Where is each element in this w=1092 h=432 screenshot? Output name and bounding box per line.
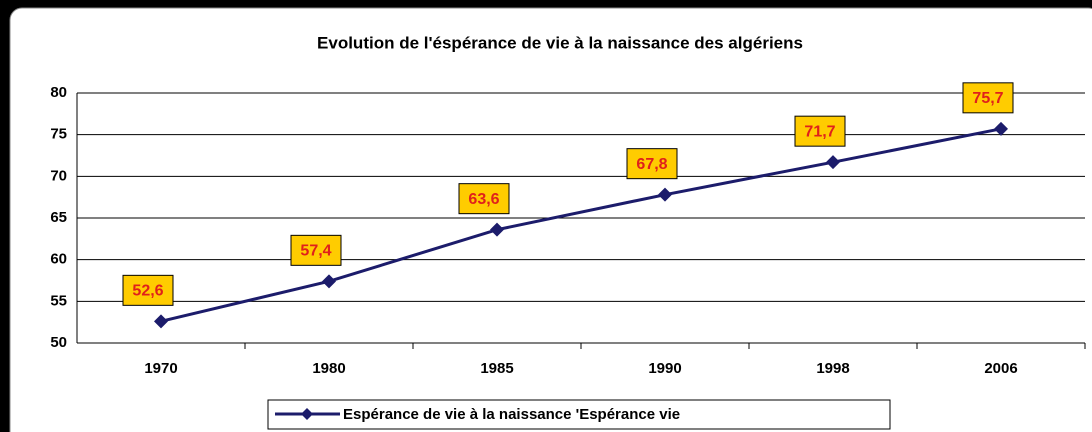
data-label-box xyxy=(122,274,174,306)
legend-box xyxy=(267,399,891,430)
chart-area xyxy=(9,7,1092,432)
x-tick-label: 1985 xyxy=(480,360,513,377)
data-label: 57,4 xyxy=(300,243,331,260)
marker xyxy=(322,274,336,289)
marker xyxy=(658,187,672,202)
marker xyxy=(154,314,168,329)
data-label-box xyxy=(290,234,342,266)
data-label: 71,7 xyxy=(804,123,835,140)
legend-marker xyxy=(301,408,313,420)
series-line xyxy=(160,127,1002,323)
data-label: 63,6 xyxy=(468,191,499,208)
data-label-box xyxy=(962,82,1014,114)
y-tick-label: 70 xyxy=(50,167,67,184)
y-tick-label: 50 xyxy=(50,334,67,351)
y-tick-label: 60 xyxy=(50,251,67,268)
chart-title: Evolution de l'éspérance de vie à la nai… xyxy=(317,33,803,52)
x-tick-label: 1998 xyxy=(816,360,849,377)
legend-label: Espérance de vie à la naissance 'Espéran… xyxy=(343,406,680,423)
data-label-box xyxy=(626,148,678,180)
x-tick-label: 2006 xyxy=(984,360,1017,377)
x-tick-label: 1990 xyxy=(648,360,681,377)
y-tick-label: 55 xyxy=(50,292,67,309)
data-label: 67,8 xyxy=(636,156,667,173)
y-tick-label: 65 xyxy=(50,209,67,226)
marker xyxy=(490,222,504,237)
x-tick-label: 1970 xyxy=(144,360,177,377)
marker xyxy=(826,155,840,170)
data-label: 75,7 xyxy=(972,90,1003,107)
y-tick-label: 80 xyxy=(50,84,67,101)
y-tick-label: 75 xyxy=(50,126,67,143)
marker xyxy=(994,121,1008,136)
x-tick-label: 1980 xyxy=(312,360,345,377)
data-label-box xyxy=(794,115,846,147)
data-label-box xyxy=(458,183,510,215)
data-label: 52,6 xyxy=(132,283,163,300)
